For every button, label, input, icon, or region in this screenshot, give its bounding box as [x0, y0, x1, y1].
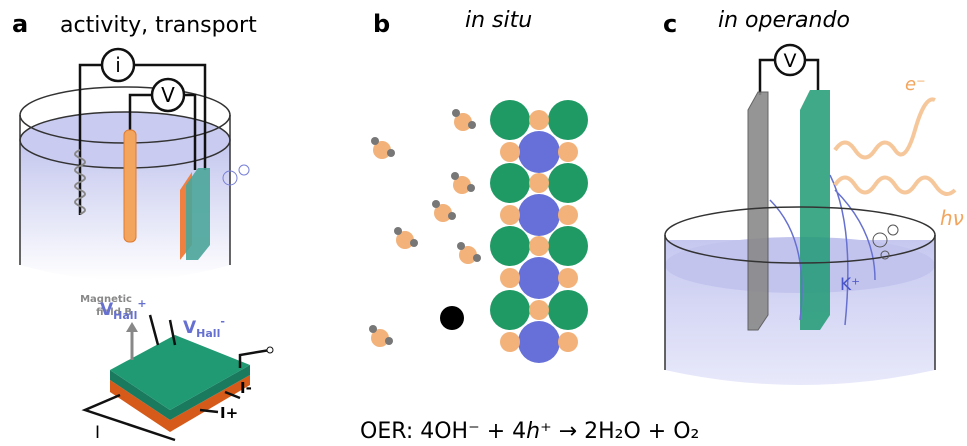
field-lines	[769, 174, 876, 326]
oxygen	[459, 246, 477, 264]
hydrogen	[410, 239, 418, 247]
counter-electrode	[747, 91, 769, 331]
bubble	[887, 224, 899, 236]
hydrogen	[369, 325, 377, 333]
coil	[74, 149, 86, 215]
voltmeter	[773, 43, 807, 77]
panel-b: b in situ	[369, 8, 588, 363]
bubble	[238, 164, 250, 176]
voltmeter-label: V	[784, 50, 797, 72]
panel-title: in situ	[465, 8, 532, 33]
electron-label: e⁻	[905, 74, 926, 95]
oxygen-atom	[529, 173, 549, 193]
oxygen-atom	[500, 332, 520, 352]
panel-title: in operando	[718, 8, 850, 33]
ammeter-label: i	[115, 53, 121, 77]
vhall-plus: VHall+	[100, 297, 147, 322]
bubble	[872, 232, 888, 248]
metal-atom	[490, 226, 530, 266]
metal-atom	[490, 100, 530, 140]
metal-atom	[548, 163, 588, 203]
panel-letter: b	[373, 10, 390, 38]
hydrogen	[432, 200, 440, 208]
oxygen	[373, 141, 391, 159]
film-side	[110, 365, 250, 420]
reference-electrode	[123, 129, 137, 243]
adsorbate	[440, 306, 464, 330]
oxygen-atom	[558, 205, 578, 225]
oxygen	[434, 204, 452, 222]
oxygen	[453, 176, 471, 194]
working-electrode	[800, 90, 830, 330]
terminal	[266, 346, 274, 354]
panel-title: activity, transport	[60, 13, 257, 38]
field-arrow-head	[126, 322, 138, 332]
photon-label: hν	[940, 206, 964, 230]
sample	[186, 168, 210, 260]
hydrogen	[385, 337, 393, 345]
oxygen	[454, 113, 472, 131]
oxygen-atom	[558, 268, 578, 288]
panel-letter: a	[12, 10, 28, 38]
oxygen-atom	[529, 300, 549, 320]
panel-a: a activity, transport i V	[12, 10, 257, 280]
metal-atom	[490, 163, 530, 203]
electron-wave	[833, 97, 936, 160]
oxygen	[371, 329, 389, 347]
wires	[78, 63, 207, 215]
oxygen	[396, 231, 414, 249]
cation-atom	[518, 131, 560, 173]
cation-atom	[518, 257, 560, 299]
oxygen-atom	[529, 236, 549, 256]
bubble	[880, 250, 890, 260]
hydrogen	[452, 109, 460, 117]
equation: OER: 4OH⁻ + 4h⁺ → 2H₂O + O₂	[360, 419, 699, 444]
voltmeter	[150, 77, 186, 113]
hydrogen	[467, 184, 475, 192]
hydrogen	[468, 121, 476, 129]
bubble	[222, 170, 238, 186]
metal-atom	[548, 226, 588, 266]
ammeter	[100, 47, 136, 83]
wires	[758, 58, 820, 95]
hall-device: Magnetic field B VHall+ VHall- I- I+ I	[80, 294, 274, 443]
film-top	[110, 335, 250, 410]
vhall-minus: VHall-	[183, 315, 225, 340]
voltmeter-label: V	[161, 83, 175, 107]
lattice	[490, 100, 588, 363]
hydrogen	[394, 227, 402, 235]
oxygen-atom	[500, 268, 520, 288]
hydrogen	[448, 212, 456, 220]
cation-atom	[518, 194, 560, 236]
cation-atom	[518, 321, 560, 363]
substrate	[110, 375, 250, 432]
metal-atom	[548, 290, 588, 330]
hydrogen	[371, 137, 379, 145]
contacts	[81, 314, 271, 442]
ion-label: K⁺	[840, 275, 860, 295]
panel-c: c in operando V e⁻ hν K⁺	[663, 8, 964, 385]
water-molecules	[369, 109, 481, 347]
oxygen-atom	[500, 205, 520, 225]
i-plus: I+	[220, 404, 238, 422]
oxygen-atom	[558, 332, 578, 352]
oxygen-atom	[529, 110, 549, 130]
field-label: Magnetic field B	[80, 294, 132, 318]
metal-atom	[490, 290, 530, 330]
i-label: I	[95, 423, 100, 443]
metal-atom	[548, 100, 588, 140]
hydrogen	[387, 149, 395, 157]
hydrogen	[457, 242, 465, 250]
panel-letter: c	[663, 10, 677, 38]
oxygen-atom	[500, 142, 520, 162]
hydrogen	[473, 254, 481, 262]
oxygen-atom	[558, 142, 578, 162]
i-minus: I-	[240, 379, 252, 397]
hydrogen	[451, 172, 459, 180]
photon-wave	[833, 175, 957, 196]
